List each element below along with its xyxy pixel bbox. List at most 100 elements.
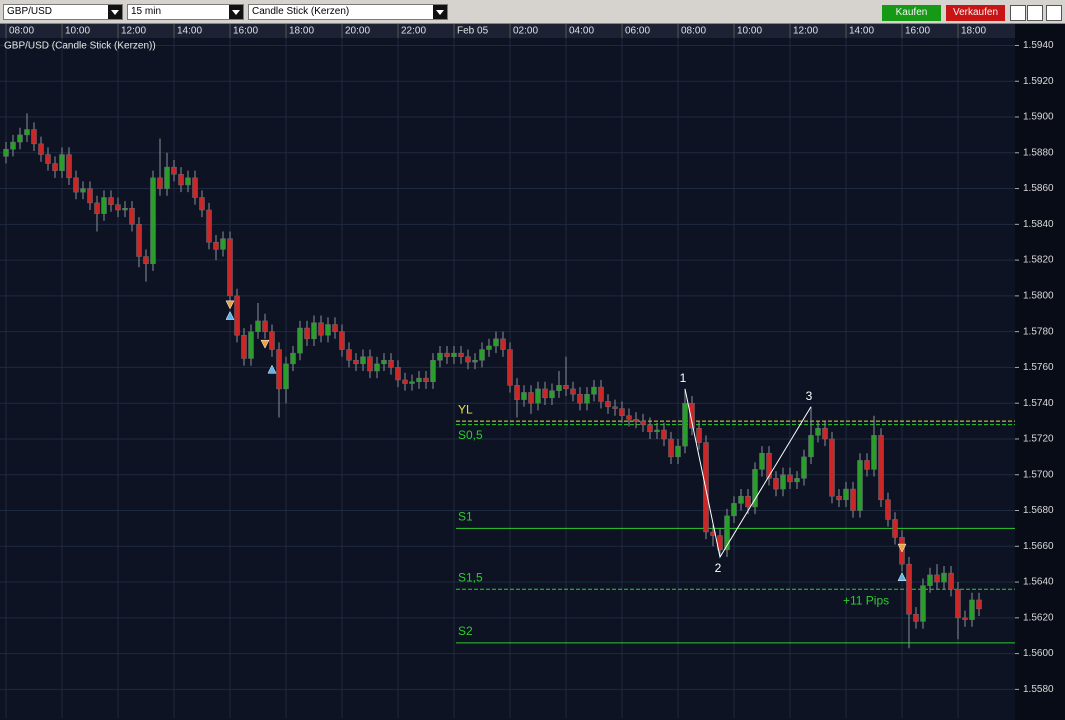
y-tick-label: 1.5820 [1023, 255, 1054, 266]
candle-body [381, 360, 387, 365]
x-tick-label: 16:00 [233, 26, 258, 37]
candle-body [528, 392, 534, 404]
level-label: S0,5 [458, 428, 483, 442]
chart-style: Candle Stick (Kerzen) [252, 6, 350, 17]
signal-marker [267, 364, 277, 374]
candle-body [290, 352, 296, 365]
y-tick-label: 1.5660 [1023, 541, 1054, 552]
candle-body [570, 388, 576, 395]
symbol-select[interactable]: GBP/USD [3, 4, 123, 20]
candle-body [591, 386, 597, 395]
candle-body [521, 392, 527, 400]
candle-body [101, 197, 107, 214]
chart: YL S0,5 S1 S1,5 S2 1 2 3 +11 Pips 1.5940 1.5920 1.… [0, 24, 1065, 720]
candle-body [514, 385, 520, 400]
candle-body [661, 429, 667, 440]
level-label: YL [458, 402, 473, 416]
candle-body [864, 460, 870, 470]
candle-body [73, 177, 79, 193]
candle-body [850, 488, 856, 511]
draw-icon[interactable] [1027, 5, 1043, 21]
candle-body [409, 381, 415, 384]
candle-body [948, 572, 954, 590]
y-tick-label: 1.5580 [1023, 684, 1054, 695]
candle-body [668, 438, 674, 458]
candle-body [332, 324, 338, 332]
x-tick-label: 08:00 [681, 26, 706, 37]
x-tick-label: 12:00 [121, 26, 146, 37]
candle-body [136, 224, 142, 257]
y-tick-label: 1.5620 [1023, 612, 1054, 623]
candle-body [535, 388, 541, 404]
candle-body [374, 363, 380, 372]
candle-body [437, 352, 443, 361]
x-tick-label: 06:00 [625, 26, 650, 37]
candle-body [703, 442, 709, 533]
chart-type-icon[interactable] [1010, 5, 1026, 21]
candle-body [472, 360, 478, 363]
candle-body [598, 386, 604, 402]
interval: 15 min [131, 6, 162, 17]
candle-body [367, 356, 373, 372]
candle-body [927, 574, 933, 586]
candle-body [906, 563, 912, 615]
dropdown-arrow[interactable] [433, 5, 447, 19]
level-label: S1,5 [458, 570, 483, 584]
candle-body [17, 134, 23, 143]
x-tick-label: 14:00 [177, 26, 202, 37]
signal-marker [897, 543, 907, 553]
y-tick-label: 1.5600 [1023, 648, 1054, 659]
candle-body [402, 379, 408, 384]
buy-button[interactable]: Kaufen [882, 5, 941, 21]
candle-body [31, 129, 37, 145]
candle-body [626, 415, 632, 420]
style-select[interactable]: Candle Stick (Kerzen) [248, 4, 448, 20]
candle-body [451, 352, 457, 357]
candle-body [206, 209, 212, 243]
candle-body [801, 456, 807, 479]
candle-body [563, 385, 569, 390]
candle-body [773, 478, 779, 490]
candle-body [759, 453, 765, 470]
candle-body [150, 177, 156, 264]
candle-body [115, 204, 121, 211]
pattern-label: 3 [806, 389, 813, 403]
candle-body [59, 154, 65, 171]
dropdown-arrow[interactable] [108, 5, 122, 19]
candle-body [185, 177, 191, 186]
y-tick-label: 1.5800 [1023, 291, 1054, 302]
y-tick-label: 1.5740 [1023, 398, 1054, 409]
candle-body [829, 438, 835, 497]
annotation: +11 Pips [843, 593, 889, 607]
y-tick-label: 1.5860 [1023, 183, 1054, 194]
candle-body [612, 406, 618, 409]
x-tick-label: 14:00 [849, 26, 874, 37]
candle-body [815, 427, 821, 436]
pattern-label: 1 [680, 371, 687, 385]
y-tick-label: 1.5920 [1023, 76, 1054, 87]
symbol: GBP/USD [7, 6, 53, 17]
popout-icon[interactable] [1046, 5, 1062, 21]
candle-body [486, 345, 492, 350]
candle-body [213, 241, 219, 250]
candle-body [52, 163, 58, 171]
dropdown-arrow[interactable] [229, 5, 243, 19]
candle-body [640, 420, 646, 425]
pattern-line [684, 388, 812, 559]
y-tick-label: 1.5900 [1023, 112, 1054, 123]
toolbar: GBP/USD 15 min Candle Stick (Kerzen) Kau… [0, 0, 1065, 24]
candle-body [360, 356, 366, 365]
candle-body [542, 388, 548, 399]
candle-body [738, 495, 744, 504]
candle-body [157, 177, 163, 189]
signal-marker [260, 339, 270, 349]
candle-body [269, 331, 275, 350]
candle-body [178, 173, 184, 186]
sell-button[interactable]: Verkaufen [946, 5, 1005, 21]
interval-select[interactable]: 15 min [127, 4, 244, 20]
candle-body [969, 599, 975, 620]
signal-marker [225, 310, 235, 320]
y-tick-label: 1.5640 [1023, 577, 1054, 588]
candle-body [38, 143, 44, 155]
x-tick-label: 22:00 [401, 26, 426, 37]
